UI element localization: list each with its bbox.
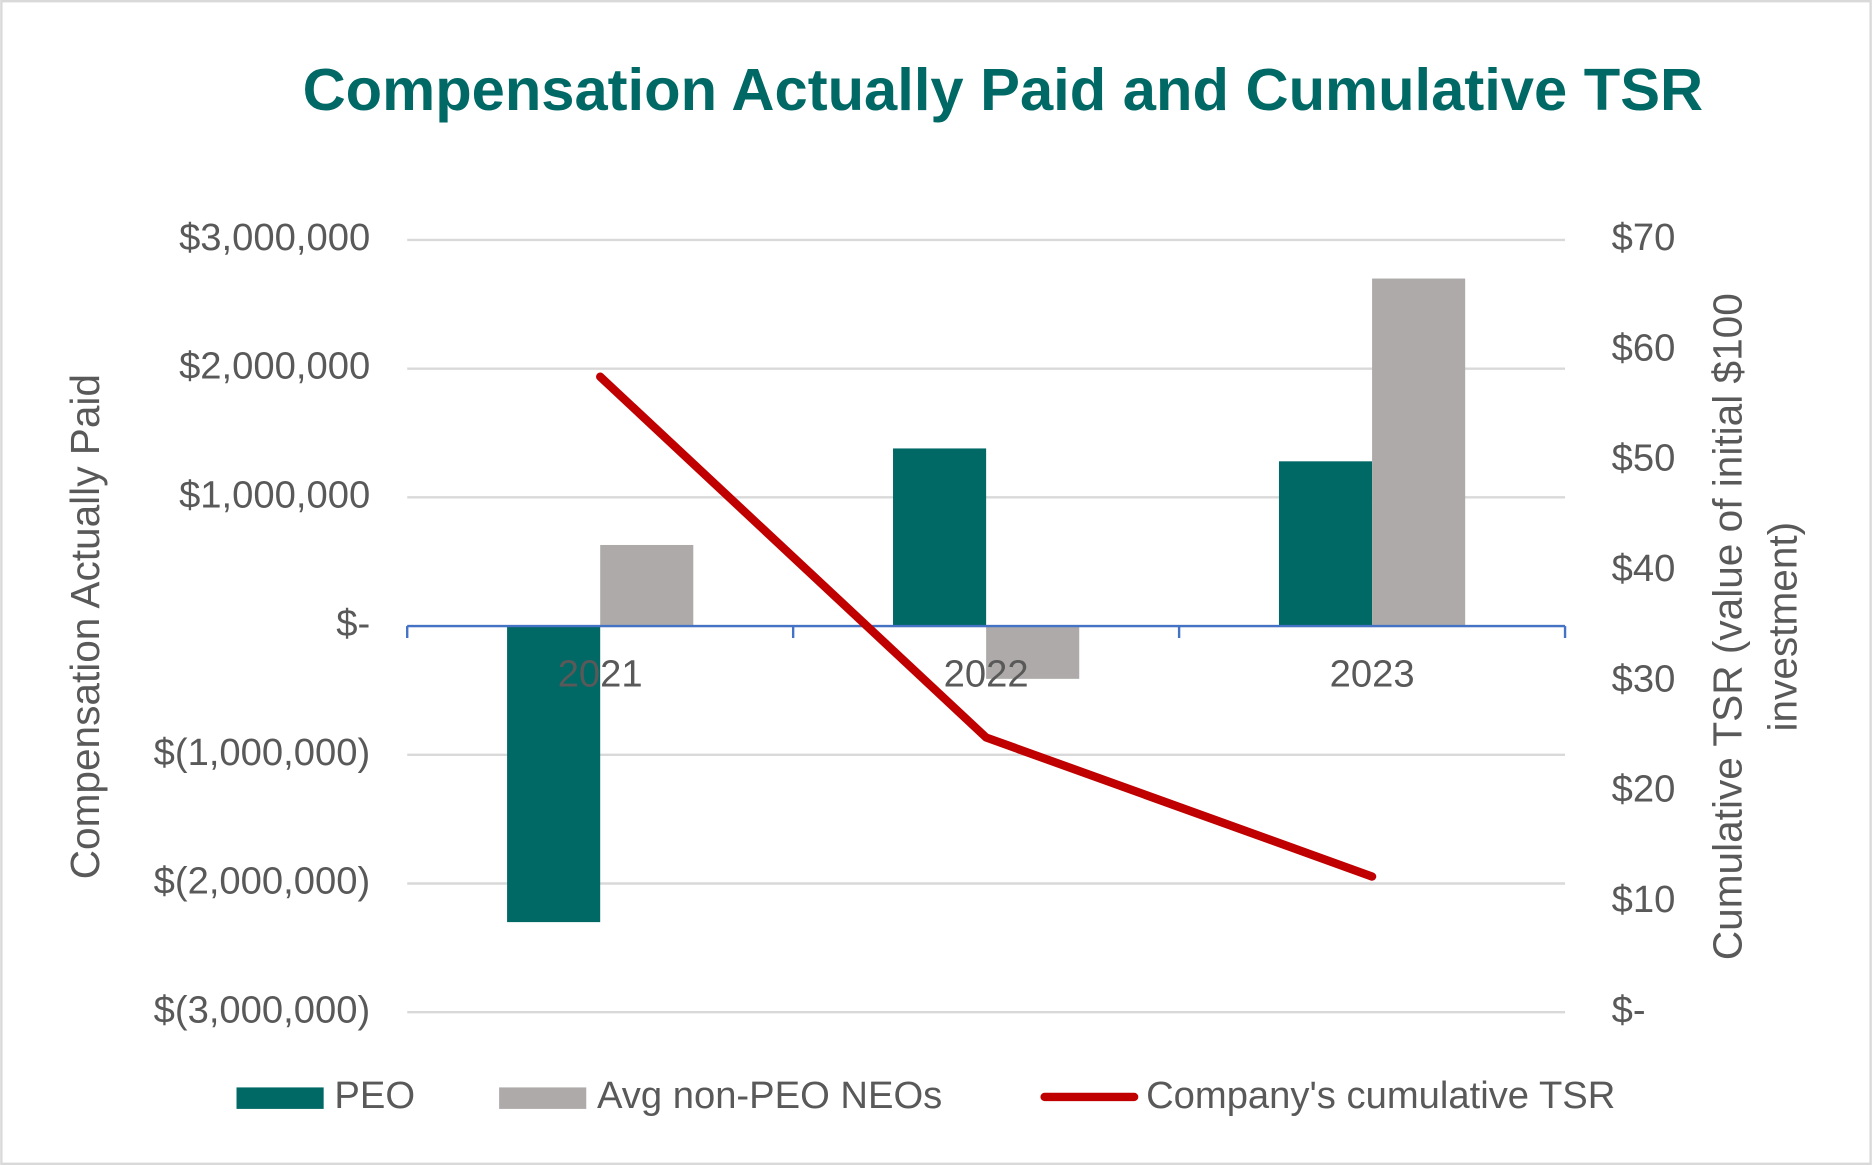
y-axis-title: Compensation Actually Paid: [62, 374, 108, 879]
title-box: Compensation Actually Paid and Cumulativ…: [302, 56, 1704, 123]
y-tick-label: $1,000,000: [179, 473, 370, 516]
legend-label: PEO: [334, 1074, 415, 1117]
y-tick-label: $(2,000,000): [154, 860, 371, 903]
x-tick-label: 2023: [1330, 652, 1415, 695]
legend-swatch: [236, 1087, 324, 1109]
y-tick-label: $2,000,000: [179, 345, 370, 388]
bar: [507, 626, 601, 923]
y2-tick-label: $70: [1612, 216, 1676, 259]
y-tick-label: $(1,000,000): [154, 731, 371, 774]
y2-tick-label: $10: [1612, 878, 1676, 921]
y2-tick-label: $40: [1612, 547, 1676, 590]
chart-title: Compensation Actually Paid and Cumulativ…: [302, 56, 1704, 123]
y-tick-label: $-: [336, 602, 370, 645]
bar: [986, 626, 1080, 679]
y2-tick-label: $-: [1612, 988, 1646, 1031]
y2-tick-label: $20: [1612, 768, 1676, 811]
bar: [893, 448, 987, 627]
y2-title-box: Cumulative TSR (value of initial $100 in…: [1705, 293, 1807, 961]
y2-tick-label: $50: [1612, 437, 1676, 480]
bar: [1372, 278, 1466, 627]
line: [596, 372, 1377, 881]
legend-label: Company's cumulative TSR: [1146, 1074, 1615, 1117]
y2-axis-title: Cumulative TSR (value of initial $100 in…: [1705, 293, 1807, 961]
y2-tick-label: $60: [1612, 326, 1676, 369]
bar: [600, 544, 694, 627]
legend-label: Avg non-PEO NEOs: [597, 1074, 942, 1117]
x-tick-label: 2022: [944, 652, 1029, 695]
legend-swatch: [499, 1087, 587, 1109]
y-tick-label: $3,000,000: [179, 216, 370, 259]
bar: [1278, 461, 1373, 627]
y2-tick-label: $30: [1612, 657, 1676, 700]
y-tick-label: $(3,000,000): [154, 988, 371, 1031]
x-tick-label: 2021: [558, 652, 643, 695]
